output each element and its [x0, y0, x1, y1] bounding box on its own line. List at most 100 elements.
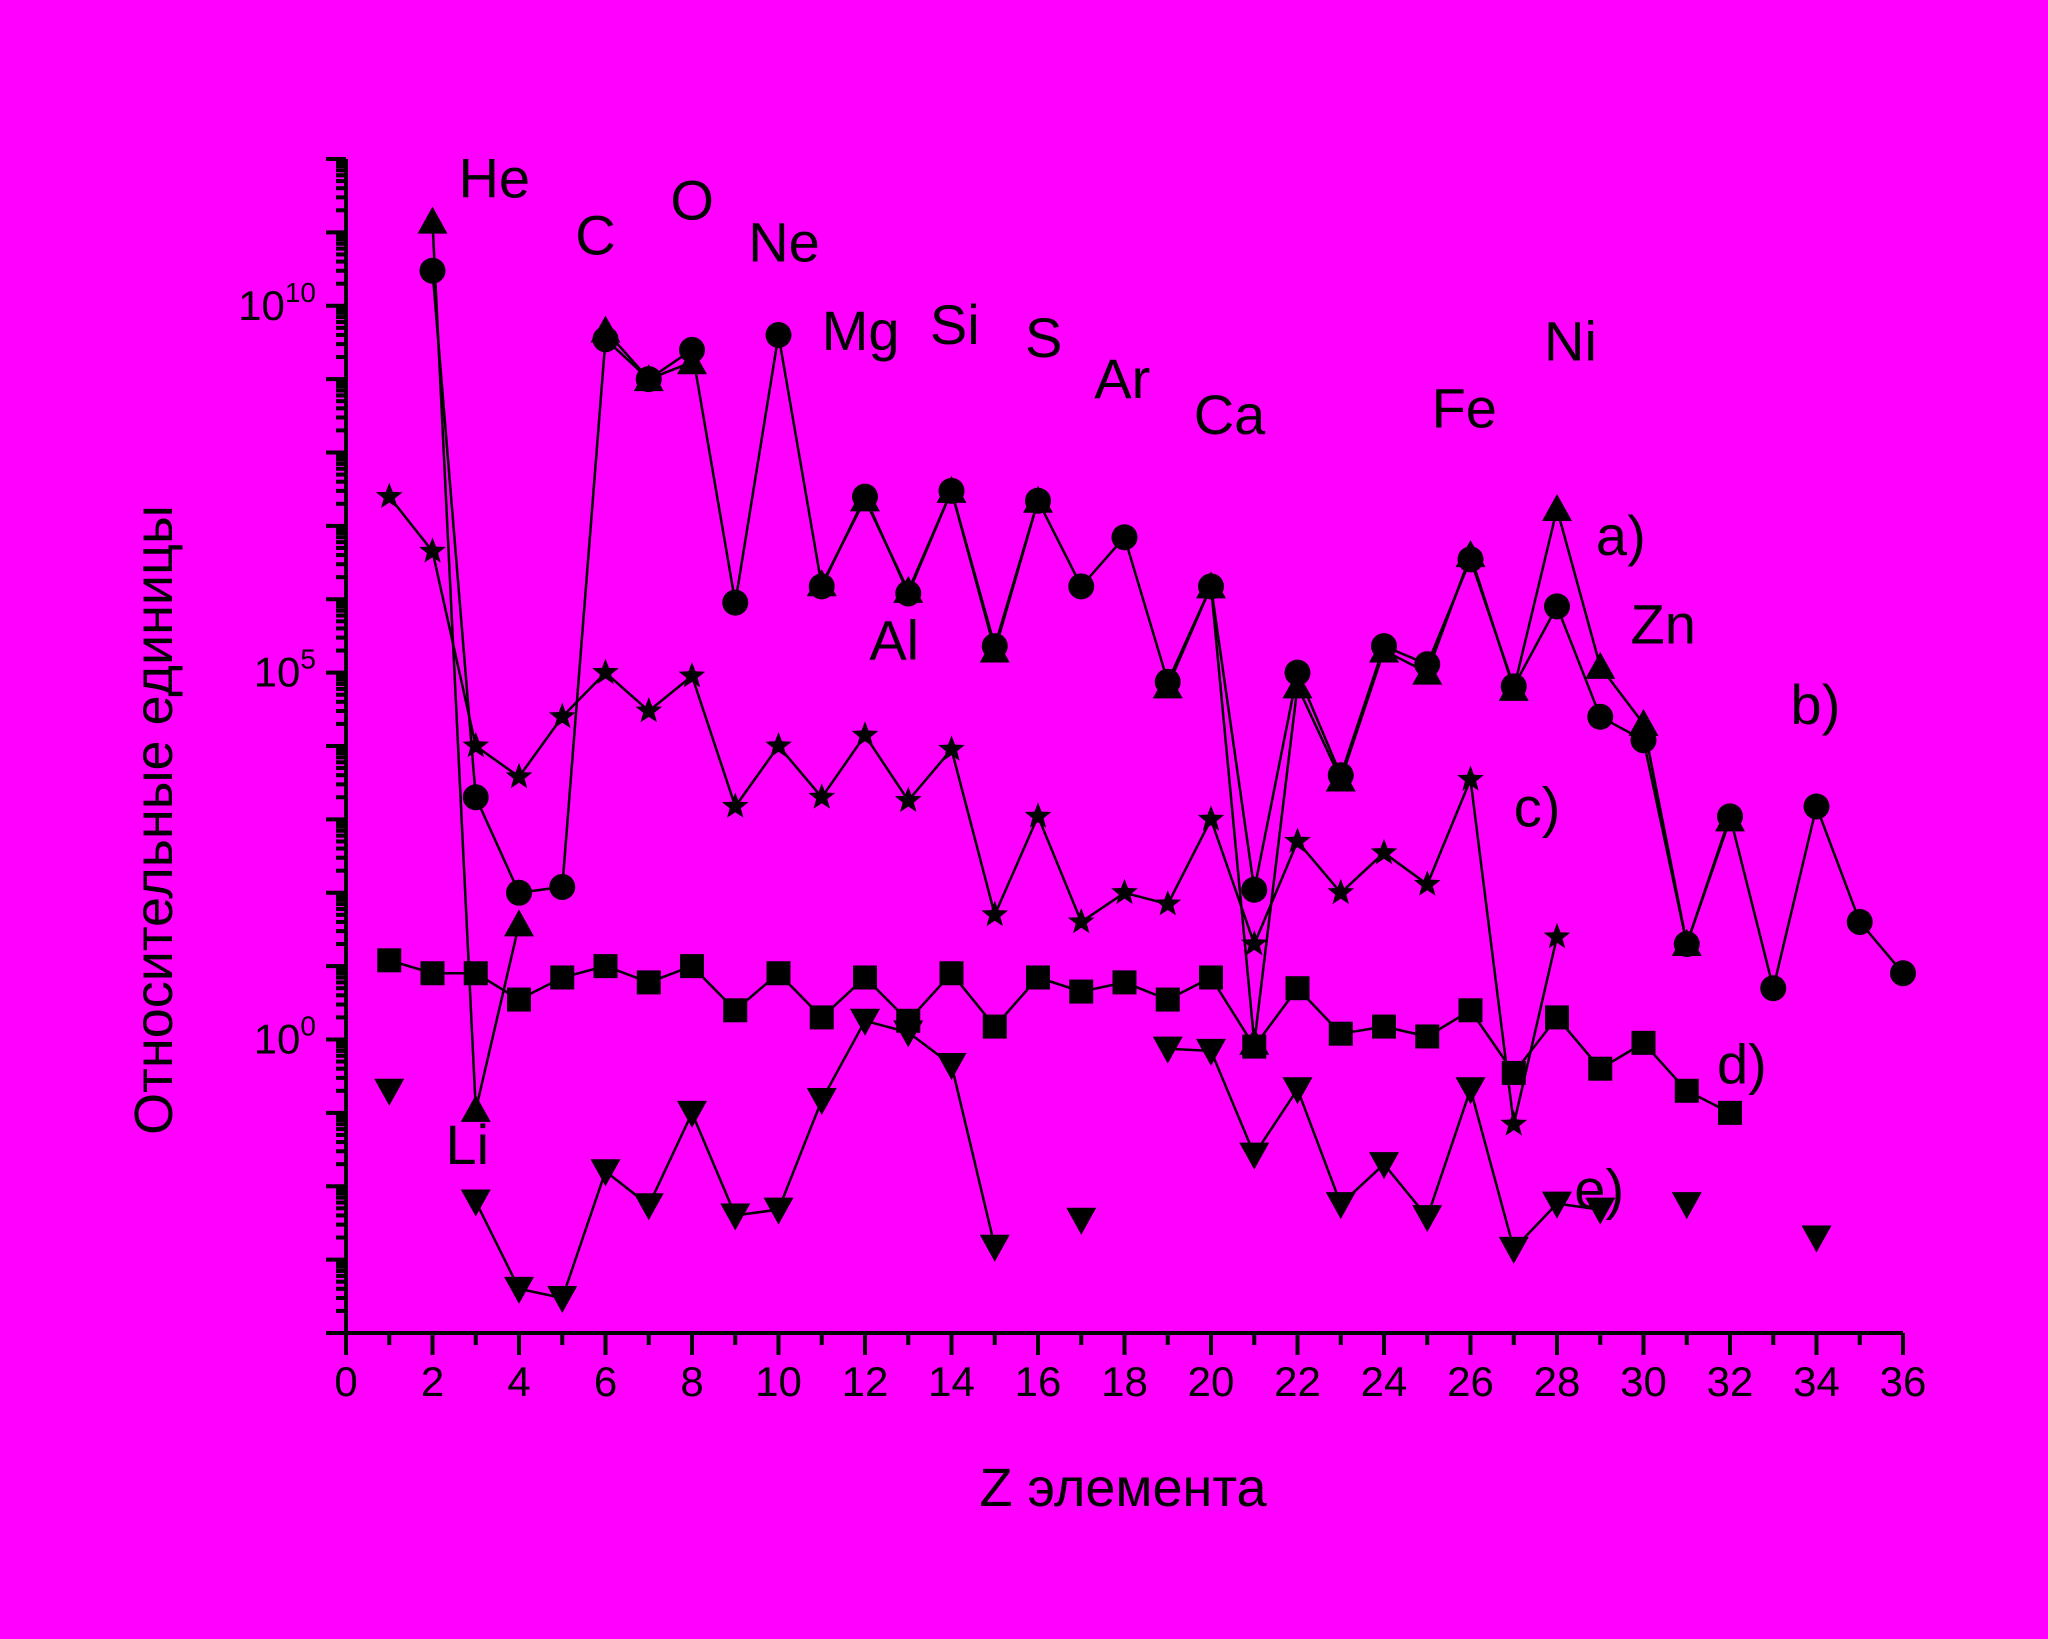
- series-e-point: [1455, 1077, 1486, 1105]
- series-e-point: [893, 1020, 924, 1048]
- series-b-point: [1111, 524, 1138, 551]
- x-tick-label: 32: [1707, 1358, 1754, 1405]
- series-d-point: [550, 965, 575, 990]
- series-d-point: [593, 954, 618, 979]
- series-d-point: [1026, 965, 1050, 990]
- series-e-point: [504, 1276, 534, 1304]
- annotation-label: Ne: [748, 211, 820, 274]
- series-e-point: [1498, 1236, 1529, 1264]
- series-c-point: [419, 537, 446, 563]
- annotation-label: O: [670, 168, 714, 231]
- x-tick-label: 4: [507, 1358, 530, 1405]
- series-c-point: [592, 658, 619, 684]
- series-b-point: [765, 321, 792, 348]
- series-c-point: [462, 732, 490, 758]
- series-b-point: [462, 784, 489, 811]
- x-axis-label: Z элемента: [979, 1458, 1267, 1518]
- x-tick-label: 8: [680, 1358, 703, 1405]
- series-e-point: [1585, 1197, 1616, 1225]
- series-d-point: [1631, 1030, 1656, 1055]
- series-a-point: [850, 484, 880, 512]
- x-tick-label: 22: [1274, 1358, 1321, 1405]
- series-e-point: [763, 1197, 794, 1225]
- annotation-label: c): [1514, 775, 1561, 838]
- series-b-point: [722, 589, 749, 616]
- series-c-point: [1327, 878, 1355, 905]
- series-e-point: [1801, 1225, 1832, 1253]
- series-d-point: [939, 961, 964, 986]
- series-a-point: [590, 315, 621, 343]
- series-b-point: [1544, 593, 1570, 620]
- series-b-point: [1760, 975, 1787, 1002]
- series-c-point: [851, 721, 879, 747]
- series-d-point: [1112, 970, 1137, 995]
- series-c-point: [1543, 922, 1571, 949]
- annotation-label: a): [1596, 504, 1646, 567]
- series-c-point: [765, 732, 792, 758]
- series-e-point: [374, 1078, 405, 1106]
- series-c-point: [1284, 827, 1311, 853]
- series-a-point: [893, 575, 924, 603]
- series-a-point: [1715, 804, 1745, 832]
- series-a-point: [1282, 671, 1313, 699]
- series-e-point: [1239, 1142, 1270, 1170]
- series-b-point: [1803, 793, 1830, 820]
- series-c-point: [1024, 802, 1052, 828]
- data-markers: [374, 206, 1916, 1313]
- annotation-label: C: [575, 203, 615, 266]
- series-a-point: [936, 475, 967, 503]
- x-tick-label: 0: [334, 1358, 357, 1405]
- annotation-label: Si: [930, 293, 980, 356]
- series-d-point: [463, 961, 488, 986]
- series-e-point: [1369, 1152, 1399, 1180]
- series-d-point: [1674, 1078, 1699, 1103]
- series-e-point: [677, 1100, 707, 1128]
- annotation-label: d): [1717, 1033, 1767, 1096]
- annotation-label: Ar: [1094, 347, 1150, 410]
- series-c-point: [548, 702, 576, 729]
- series-e-point: [1282, 1077, 1313, 1105]
- axes: 0 2 4 6 8 10 12 14 16 18 20 22 24 26 28 30 32 34 361001051…: [238, 157, 1926, 1405]
- annotation-label: Zn: [1631, 592, 1696, 655]
- series-c-point: [1240, 930, 1268, 956]
- series-c-point: [721, 792, 749, 818]
- annotation-label: Mg: [822, 299, 900, 362]
- series-c-point: [938, 735, 965, 761]
- series-c-point: [981, 900, 1009, 927]
- series-d-point: [1328, 1021, 1353, 1046]
- series-a-point: [633, 364, 664, 392]
- series-c-point: [1197, 805, 1225, 831]
- series-c-line: [388, 495, 1559, 1125]
- series-b-point: [1068, 573, 1095, 600]
- series-b-point: [419, 257, 446, 284]
- series-e-point: [936, 1052, 967, 1080]
- y-tick-label: 1010: [238, 277, 316, 329]
- series-e-point: [633, 1193, 664, 1221]
- annotation-label: Ca: [1194, 383, 1266, 446]
- series-e-point: [547, 1285, 578, 1313]
- series-a-point: [1152, 671, 1183, 699]
- series-a-point: [1671, 929, 1702, 957]
- series-d-point: [853, 965, 877, 990]
- series-a-point: [1585, 651, 1616, 679]
- x-tick-label: 26: [1447, 1358, 1494, 1405]
- series-a-point: [1239, 1027, 1270, 1055]
- x-tick-label: 16: [1015, 1358, 1062, 1405]
- y-axis-label: Относительные единицы: [124, 505, 184, 1135]
- x-tick-label: 18: [1101, 1358, 1148, 1405]
- series-a-point: [1412, 657, 1443, 685]
- series-d-point: [680, 954, 704, 979]
- series-a-point: [1196, 571, 1226, 599]
- series-c-point: [505, 762, 533, 789]
- series-a-point: [1369, 635, 1399, 663]
- series-c-point: [1500, 1110, 1528, 1136]
- series-d-point: [1501, 1060, 1526, 1085]
- series-a-point: [677, 347, 707, 375]
- annotation-label: He: [458, 146, 530, 209]
- series-a-point: [1325, 764, 1356, 792]
- series-e-point: [1152, 1036, 1183, 1064]
- series-e-point: [720, 1203, 751, 1231]
- series-d-point: [1545, 1005, 1569, 1030]
